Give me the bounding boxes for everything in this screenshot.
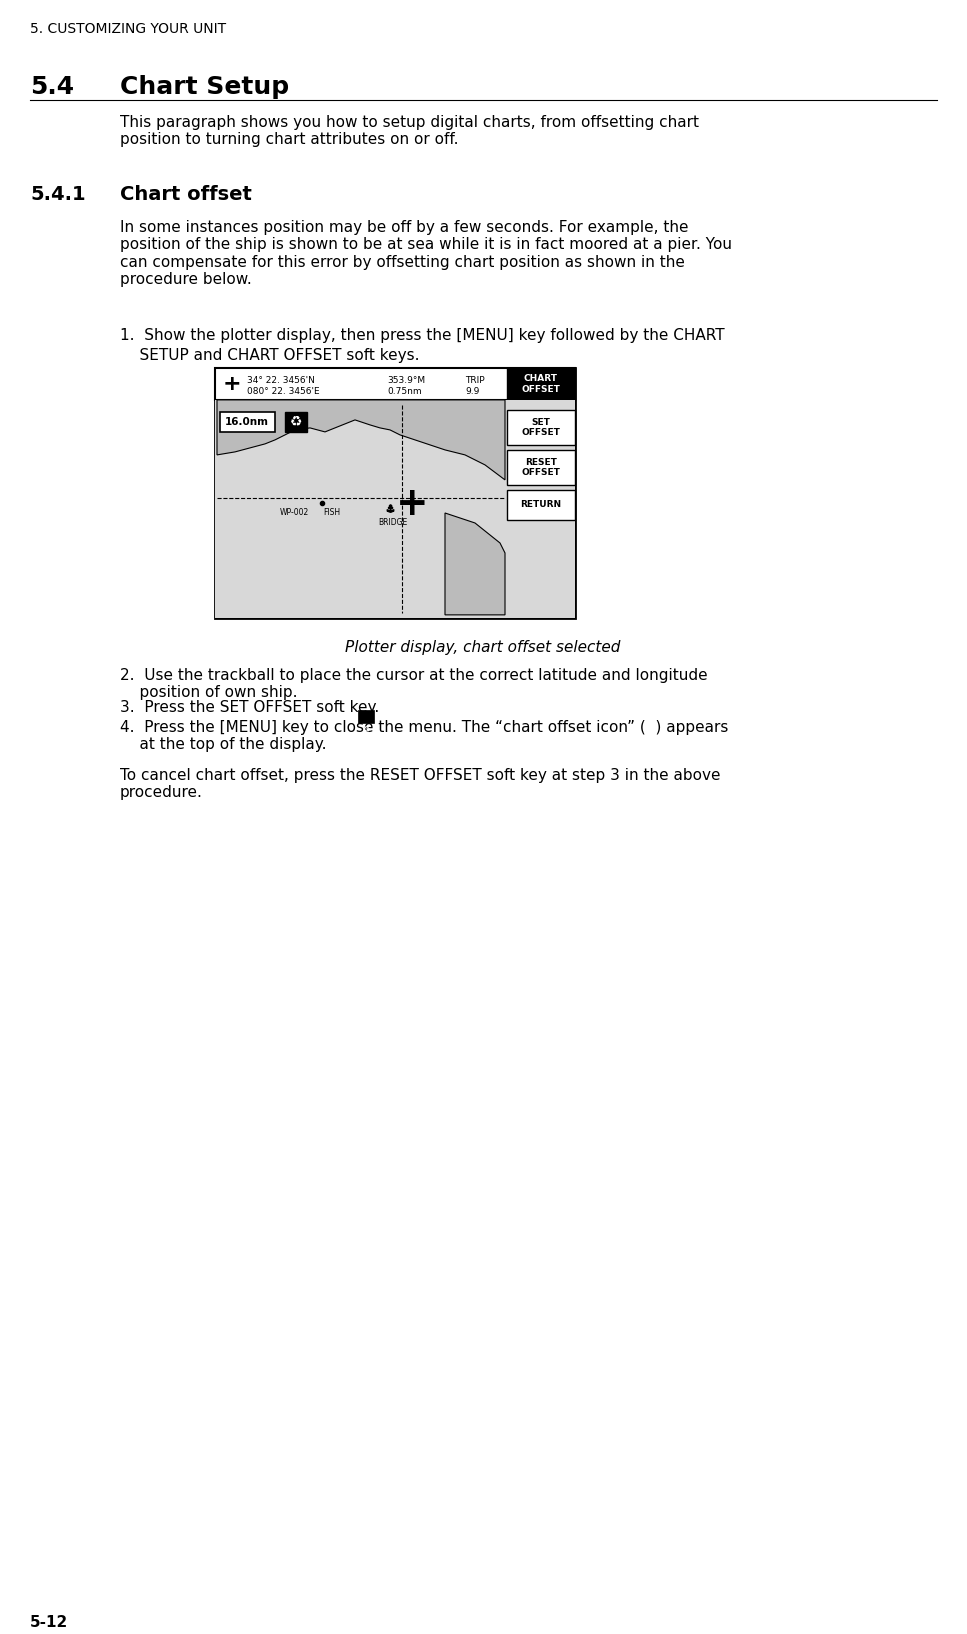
Text: 3.  Press the SET OFFSET soft key.: 3. Press the SET OFFSET soft key.	[120, 699, 379, 714]
Text: BRIDGE: BRIDGE	[378, 518, 408, 526]
Text: 5. CUSTOMIZING YOUR UNIT: 5. CUSTOMIZING YOUR UNIT	[30, 21, 226, 36]
Text: 34° 22. 3456'N: 34° 22. 3456'N	[247, 376, 315, 386]
Bar	[507, 490, 575, 520]
Text: WP-002: WP-002	[280, 508, 309, 516]
Text: ♻: ♻	[363, 725, 369, 734]
Polygon shape	[217, 400, 505, 480]
Polygon shape	[445, 513, 505, 614]
Text: CHART
OFFSET: CHART OFFSET	[521, 374, 561, 394]
Text: SETUP and CHART OFFSET soft keys.: SETUP and CHART OFFSET soft keys.	[120, 348, 420, 363]
Bar	[507, 410, 575, 444]
Text: In some instances position may be off by a few seconds. For example, the
positio: In some instances position may be off by…	[120, 221, 732, 288]
Text: Chart Setup: Chart Setup	[120, 75, 289, 100]
Text: SET
OFFSET: SET OFFSET	[521, 418, 561, 438]
Bar	[220, 412, 275, 431]
Text: To cancel chart offset, press the RESET OFFSET soft key at step 3 in the above
p: To cancel chart offset, press the RESET …	[120, 768, 720, 801]
Text: Chart offset: Chart offset	[120, 185, 251, 204]
Text: 353.9°M: 353.9°M	[387, 376, 425, 386]
Text: RESET
OFFSET: RESET OFFSET	[521, 458, 561, 477]
Bar	[507, 368, 575, 400]
Text: FISH: FISH	[323, 508, 340, 516]
Text: TRIP: TRIP	[465, 376, 484, 386]
Text: 9.9: 9.9	[465, 387, 480, 395]
Bar	[285, 412, 307, 431]
Text: This paragraph shows you how to setup digital charts, from offsetting chart
posi: This paragraph shows you how to setup di…	[120, 114, 699, 147]
Text: +: +	[396, 485, 428, 523]
Text: ♻: ♻	[290, 415, 303, 428]
Text: 16.0nm: 16.0nm	[225, 417, 269, 426]
Text: 0.75nm: 0.75nm	[387, 387, 422, 395]
Text: 4.  Press the [MENU] key to close the menu. The “chart offset icon” (  ) appears: 4. Press the [MENU] key to close the men…	[120, 721, 728, 752]
Text: 1.  Show the plotter display, then press the [MENU] key followed by the CHART: 1. Show the plotter display, then press …	[120, 328, 724, 343]
Text: 5.4: 5.4	[30, 75, 74, 100]
Bar	[507, 449, 575, 485]
Text: Plotter display, chart offset selected: Plotter display, chart offset selected	[345, 641, 621, 655]
Text: +: +	[223, 374, 242, 394]
Bar	[215, 400, 575, 618]
Bar	[215, 368, 575, 400]
Text: 080° 22. 3456'E: 080° 22. 3456'E	[247, 387, 320, 395]
Text: 5.4.1: 5.4.1	[30, 185, 86, 204]
Text: 2.  Use the trackball to place the cursor at the correct latitude and longitude
: 2. Use the trackball to place the cursor…	[120, 668, 708, 701]
Text: 5-12: 5-12	[30, 1614, 69, 1629]
Bar	[358, 709, 374, 722]
Text: RETURN: RETURN	[520, 500, 562, 510]
